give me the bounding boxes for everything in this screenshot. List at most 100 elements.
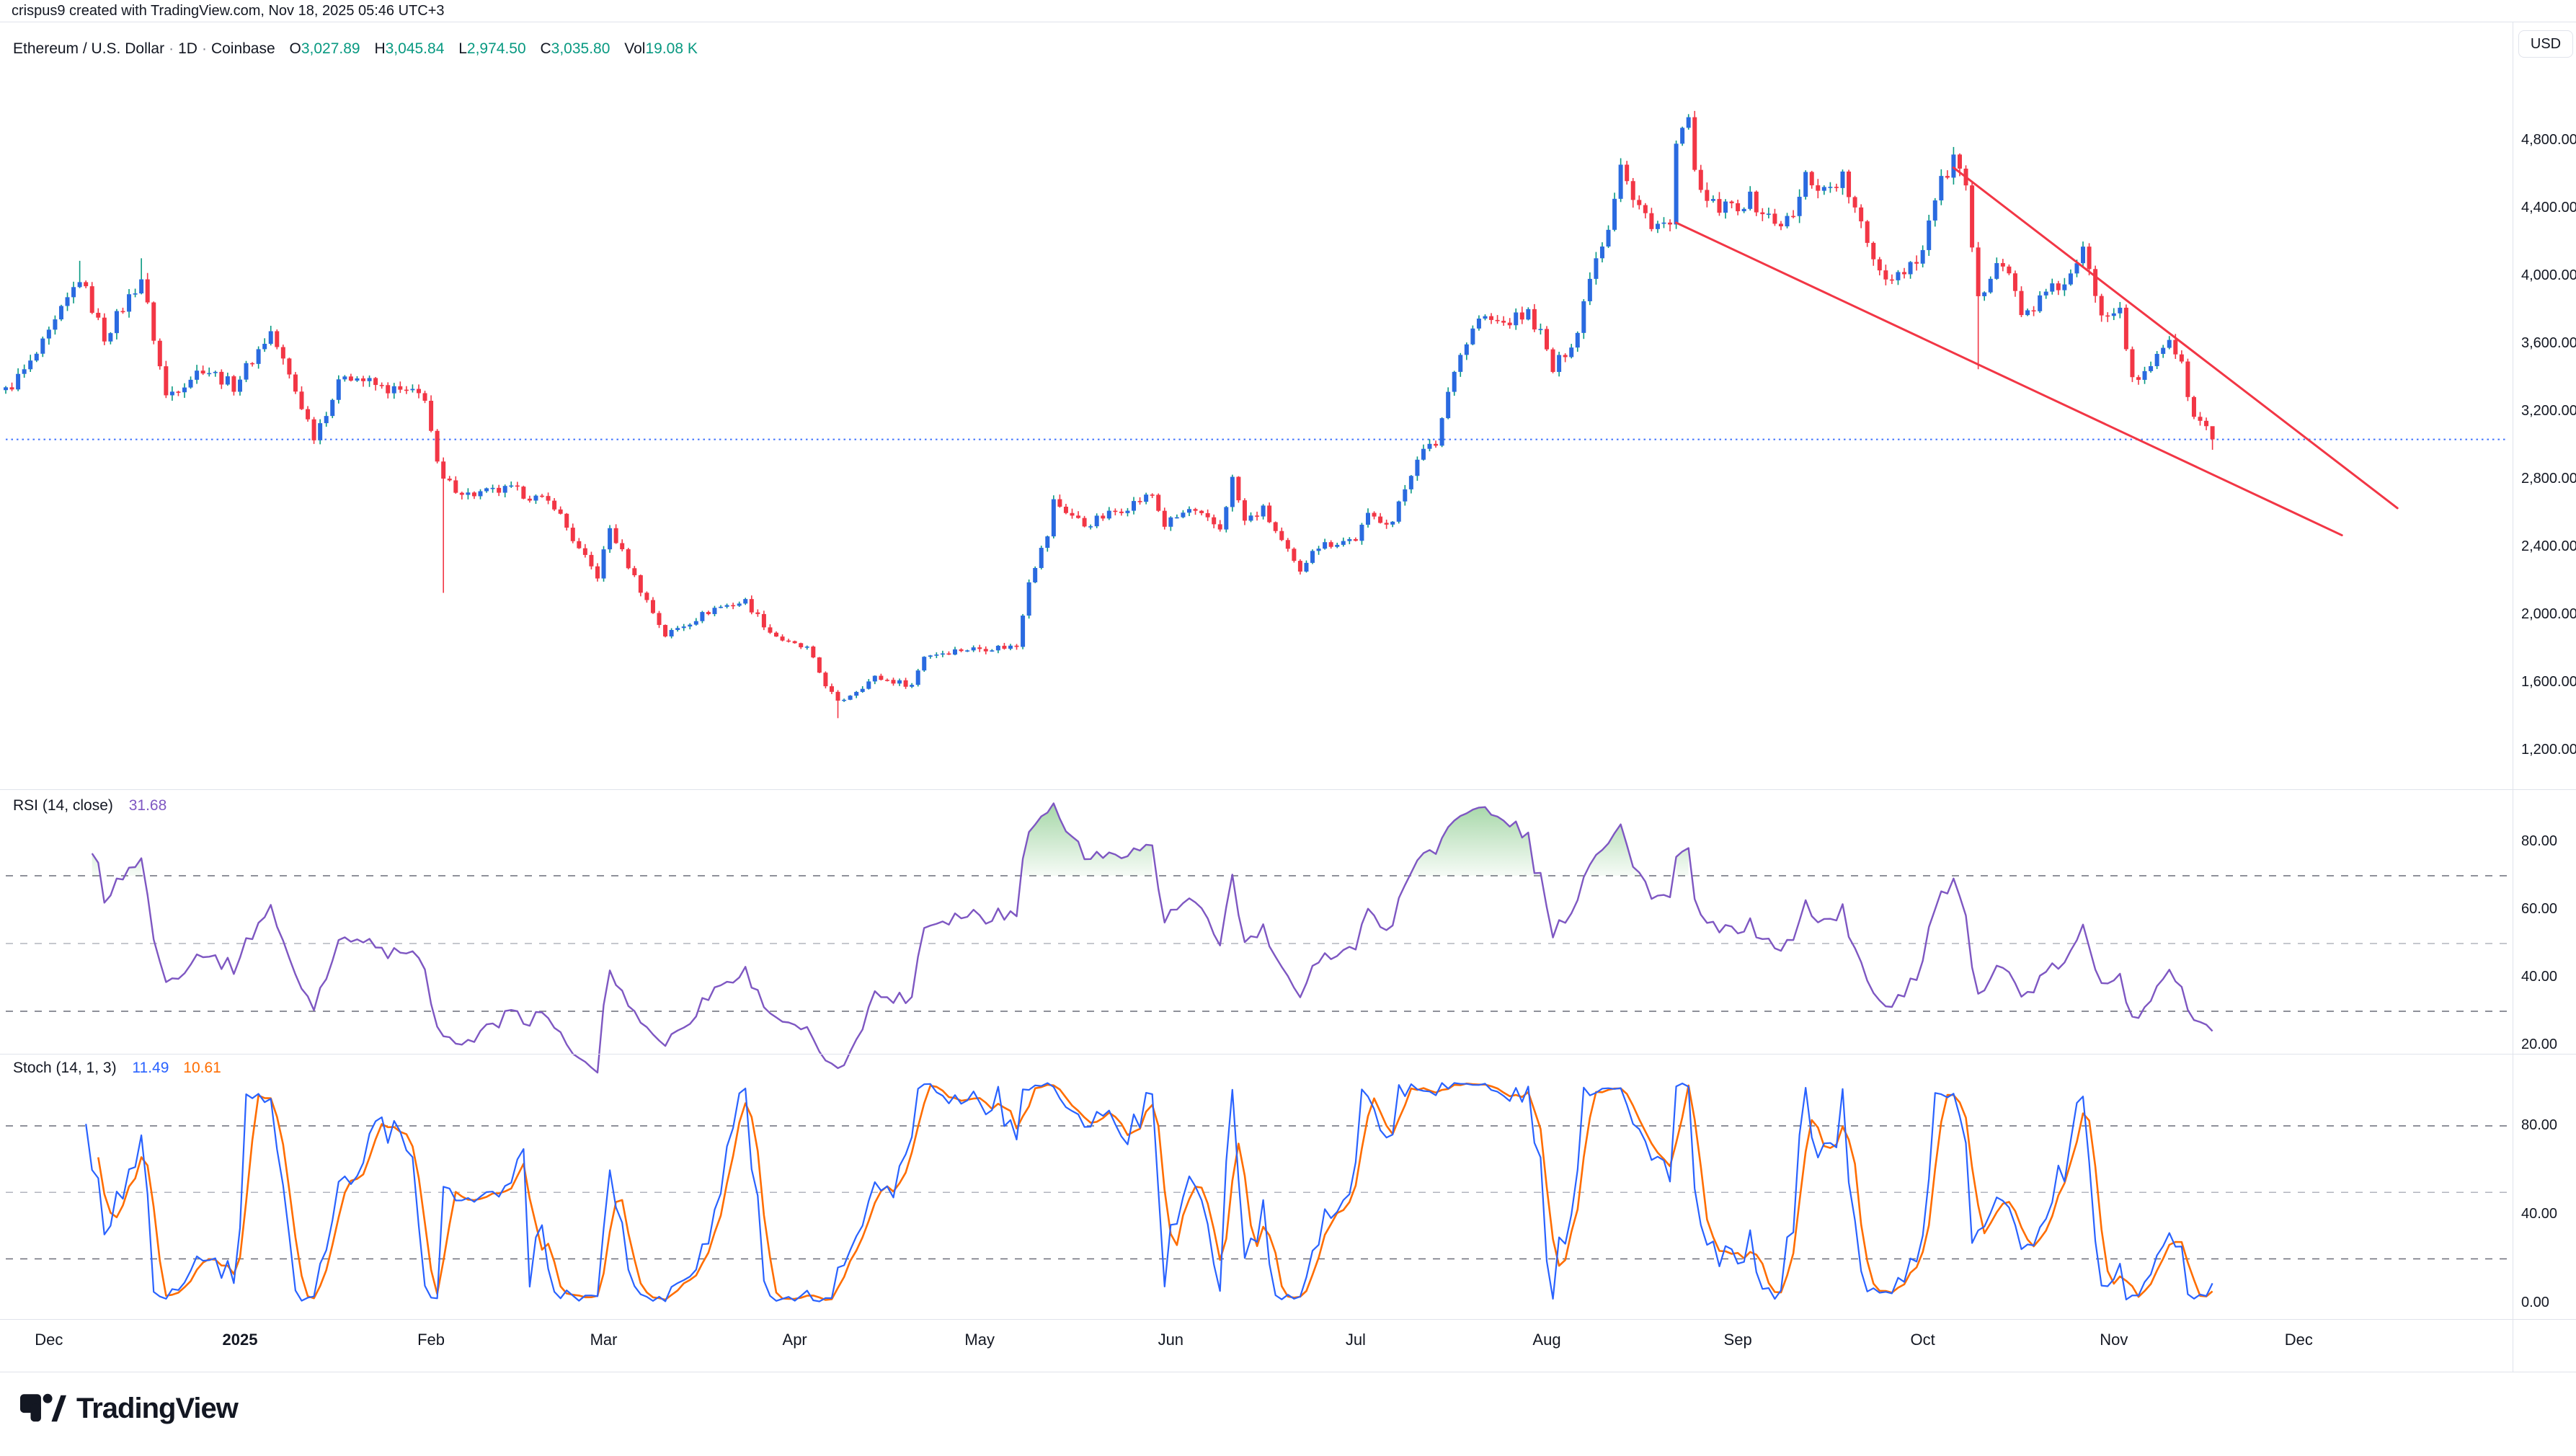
candle-body [1661,222,1666,224]
candle-body [1421,448,1426,460]
candle-body [755,612,760,614]
candle-body [1378,516,1383,523]
candle-body [1988,278,1993,293]
candle-body [1057,499,1062,507]
candle-body [1729,201,1734,203]
candle-body [102,317,107,342]
candle-body [225,376,230,385]
price-tick-label: 3,600.00 [2521,335,2576,351]
candle-body [1125,510,1130,513]
candle-body [2093,269,2098,296]
candle-body [540,495,545,497]
candle-body [1162,510,1167,527]
candle-body [872,675,877,682]
candle-body [1710,199,1715,201]
candle-body [58,306,63,320]
candle-body [1908,262,1913,275]
candle-body [330,399,335,417]
candle-body [1113,510,1118,512]
candle-body [1859,207,1864,222]
candle-body [1803,172,1808,197]
candle-body [145,279,150,303]
candle-body [342,376,347,380]
candle-body [1698,169,1703,190]
time-axis-scale-handle[interactable] [0,1320,2508,1371]
candle-body [1939,176,1944,201]
candle-body [706,612,711,614]
rsi-value: 31.68 [128,797,167,814]
rsi-line [91,802,2213,1074]
candle-body [497,487,502,493]
candle-body [1427,443,1432,449]
candle-body [293,374,298,392]
candle-body [268,331,273,344]
wedge-lower-trendline [1675,221,2343,537]
candle-body [922,657,927,671]
divider-stoch-timeaxis [0,1319,2576,1320]
candle-body [2031,310,2036,312]
candle-body [1606,229,1611,247]
price-axis-scale-handle[interactable] [2513,22,2576,1319]
candle-body [169,391,174,396]
candle-body [1119,511,1124,513]
candle-body [2043,291,2048,296]
candle-body [1625,164,1630,182]
candle-body [564,513,569,528]
candle-body [244,363,249,380]
candle-body [299,391,304,409]
candle-body [1791,216,1796,218]
candle-body [1821,187,1826,191]
stoch-d-line [97,1083,2213,1301]
candle-body [1741,208,1746,212]
candle-body [731,605,736,607]
candle-body [1026,582,1031,616]
candle-body [386,385,391,394]
candle-body [1212,517,1217,525]
currency-toggle-button[interactable]: USD [2518,30,2573,58]
candle-body [657,613,662,626]
candle-body [1186,509,1191,513]
candle-body [1630,181,1635,200]
candle-body [1674,143,1679,225]
candle-body [429,401,434,431]
candle-body [1587,278,1592,301]
candle-body [799,643,804,647]
candle-body [114,311,119,334]
candle-body [669,629,674,636]
candle-body [1106,510,1111,519]
stoch-legend: Stoch (14, 1, 3) 11.49 10.61 [13,1060,221,1077]
candle-body [1353,538,1358,541]
candle-body [1273,522,1278,531]
candle-body [1994,263,1999,279]
candle-body [693,621,698,625]
candle-body [1328,542,1333,547]
candle-body [1816,185,1821,191]
candle-body [176,391,181,393]
attribution-text: crispus9 created with TradingView.com, N… [12,3,445,19]
candle-body [1304,562,1309,572]
candle-body [829,686,834,692]
candle-body [848,696,853,700]
candle-body [1002,645,1007,649]
candle-body [2099,296,2104,316]
candle-body [1439,418,1444,446]
candle-body [1680,128,1685,144]
candle-body [2123,307,2128,350]
stoch-tick-label: 0.00 [2521,1295,2549,1310]
candle-body [749,599,754,613]
candle-body [1852,197,1857,208]
candle-body [1927,220,1932,250]
divider-rsi-stoch [0,1054,2576,1055]
candle-body [1021,616,1026,647]
rsi-overbought-fill [1589,824,1640,876]
candle-body [940,653,945,655]
candle-body [663,625,668,636]
candle-body [946,653,951,655]
candle-body [620,543,625,550]
candle-body [71,287,76,298]
candle-body [712,608,717,614]
open-label: O [289,40,301,57]
candle-body [373,378,378,386]
rsi-overbought-fill [92,853,99,876]
